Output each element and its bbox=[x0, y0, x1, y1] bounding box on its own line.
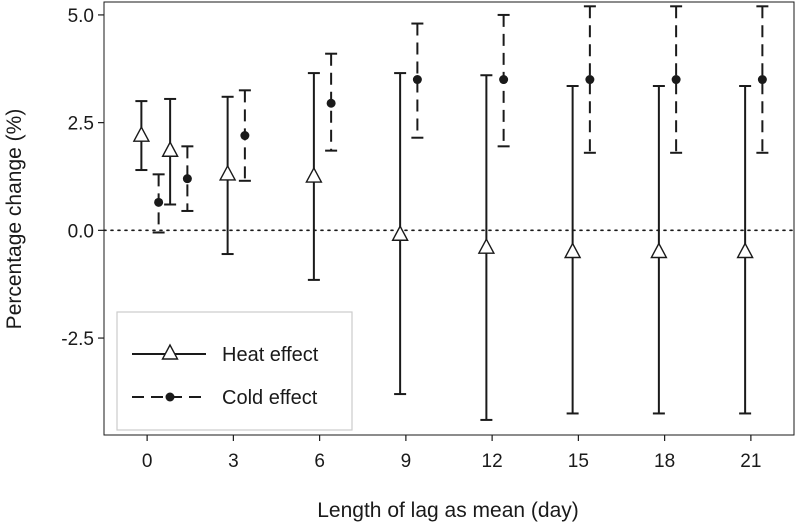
series-layer bbox=[132, 5, 769, 421]
x-tick-label: 3 bbox=[228, 451, 239, 472]
x-tick-label: 0 bbox=[142, 451, 153, 472]
series-heat-effect bbox=[132, 72, 754, 421]
legend: Heat effect Cold effect bbox=[116, 311, 353, 431]
series-cold-effect bbox=[152, 5, 769, 234]
point-marker bbox=[132, 125, 151, 142]
x-axis-title: Length of lag as mean (day) bbox=[317, 499, 579, 522]
point-marker bbox=[757, 75, 767, 85]
legend-box bbox=[116, 311, 353, 431]
point-marker bbox=[477, 237, 496, 254]
axes-layer: 0 3 6 9 12 15 18 21 -2.5 0.0 2.5 5.0 bbox=[61, 6, 761, 472]
point-marker bbox=[671, 75, 681, 85]
point-marker bbox=[391, 224, 409, 241]
point-marker bbox=[326, 98, 336, 108]
legend-cold-marker bbox=[165, 392, 175, 402]
x-tick-label: 21 bbox=[740, 451, 761, 472]
x-tick-label: 12 bbox=[482, 451, 503, 472]
point-marker bbox=[736, 242, 754, 259]
point-marker bbox=[218, 164, 237, 181]
point-marker bbox=[650, 242, 668, 259]
point-marker bbox=[161, 140, 179, 157]
x-tick-label: 9 bbox=[401, 451, 412, 472]
y-tick-label: 5.0 bbox=[68, 6, 94, 27]
y-tick-label: 2.5 bbox=[68, 114, 94, 135]
legend-cold-label: Cold effect bbox=[222, 387, 318, 409]
y-tick-label: 0.0 bbox=[68, 221, 94, 242]
point-marker bbox=[563, 242, 582, 259]
x-tick-label: 6 bbox=[314, 451, 325, 472]
x-tick-label: 15 bbox=[568, 451, 589, 472]
point-marker bbox=[154, 197, 164, 207]
y-tick-label: -2.5 bbox=[61, 329, 94, 350]
y-axis-title: Percentage change (%) bbox=[3, 109, 26, 330]
point-marker bbox=[412, 75, 422, 85]
point-marker bbox=[499, 75, 509, 85]
legend-heat-marker bbox=[161, 343, 179, 360]
point-marker bbox=[240, 131, 250, 141]
point-marker bbox=[182, 174, 192, 184]
point-marker bbox=[305, 166, 323, 183]
x-tick-label: 18 bbox=[654, 451, 675, 472]
legend-heat-label: Heat effect bbox=[222, 344, 319, 366]
point-marker bbox=[585, 75, 595, 85]
